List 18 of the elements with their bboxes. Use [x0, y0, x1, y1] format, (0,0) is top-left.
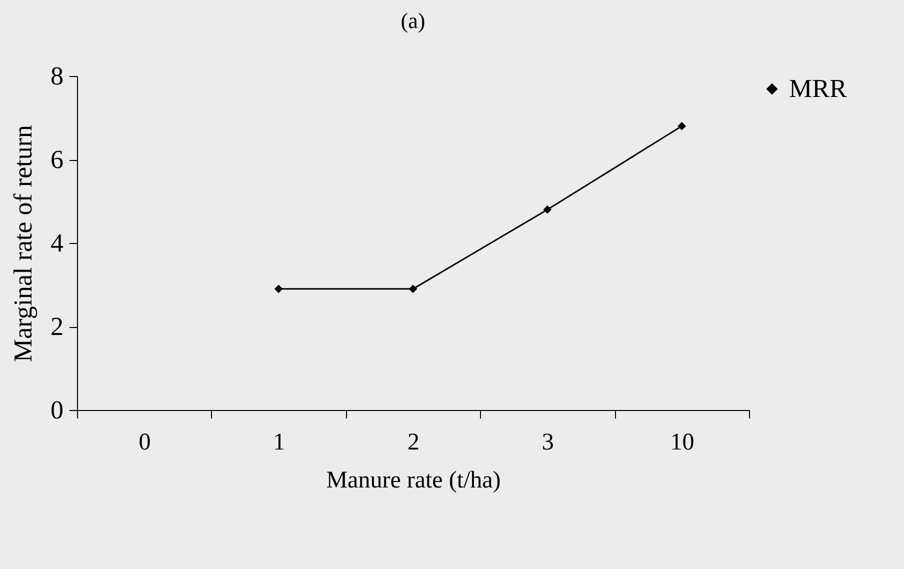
y-tick-label: 2 [50, 312, 64, 341]
y-axis-title: Marginal rate of return [8, 124, 38, 362]
x-tick-label: 3 [542, 430, 554, 456]
point [678, 122, 686, 130]
y-tick-label: 8 [50, 62, 64, 90]
y-tick-label: 6 [50, 145, 64, 174]
y-tick-label: 4 [50, 228, 64, 258]
x-tick-label: 0 [138, 430, 151, 456]
y-tick-label: 0 [50, 396, 64, 424]
point [543, 205, 552, 214]
x-tick-label: 10 [670, 430, 694, 456]
x-tick-label: 1 [273, 430, 286, 456]
chart-title: (a) [400, 8, 426, 33]
legend-label: MRR [789, 74, 848, 103]
point [274, 284, 283, 294]
point [408, 284, 418, 294]
x-axis-title: Manure rate (t/ha) [326, 468, 501, 494]
x-tick-label: 2 [408, 430, 420, 456]
